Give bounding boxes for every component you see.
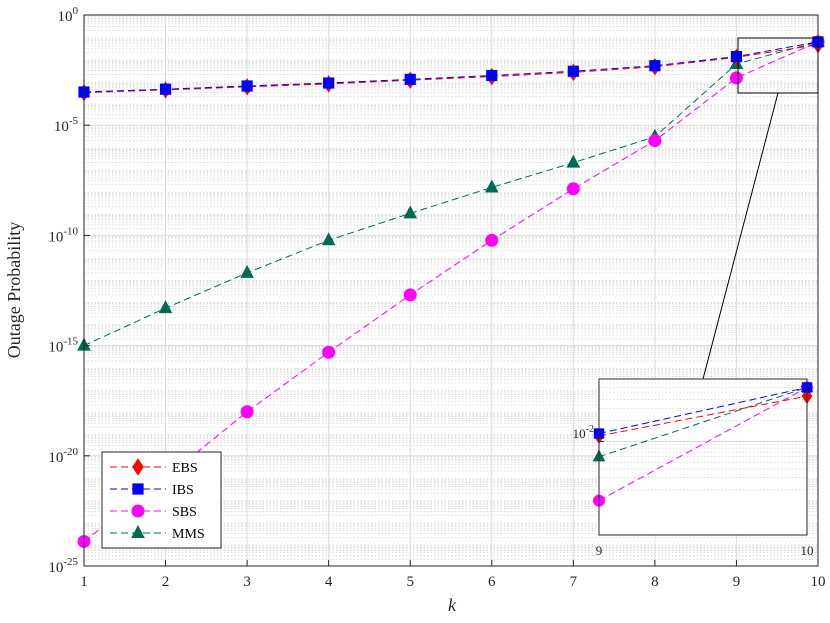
data-point-triangle [240,264,254,278]
data-point-square [486,69,498,82]
series-line [84,41,818,542]
data-point-triangle [158,300,173,314]
inset-x-tick: 10 [801,543,814,558]
y-tick-label: 10-15 [48,336,78,356]
x-tick-label: 1 [80,574,88,590]
data-point-square [159,83,172,95]
data-point-square [404,73,416,85]
x-tick-label: 4 [325,574,333,590]
data-point-triangle [131,525,145,538]
data-point-circle [648,134,662,148]
plot-area-border [83,14,819,567]
legend-item-sbs: SBS [110,504,197,520]
x-tick-label: 5 [406,574,414,590]
inset-border [598,378,808,536]
inset-background [599,379,807,535]
y-tick-label: 10-25 [48,556,78,576]
inset-x-tick: 9 [596,543,603,558]
series-line [84,41,818,347]
data-point-square [567,65,579,77]
series-line [84,41,818,93]
legend-label: IBS [172,483,194,498]
legend-item-ebs: EBS [110,458,198,476]
x-tick-label: 2 [162,574,170,590]
series-line [84,44,818,94]
legend-label: EBS [172,461,198,476]
data-point-triangle [484,179,499,193]
tick-labels: 1 2 3 4 5 6 7 8 9 10 10-25 10-20 10-15 10-10 10-5 100 [48,5,825,590]
y-tick-label: 10-5 [54,115,79,135]
x-tick-label: 9 [733,574,741,590]
legend-box [101,451,222,549]
y-tick-label: 100 [58,5,79,25]
data-point-circle [729,71,743,85]
data-point-circle [131,504,145,518]
x-axis-label: k [448,595,457,615]
data-point-triangle [566,154,581,168]
data-point-triangle [403,205,418,219]
series-line [598,387,808,502]
x-tick-label: 8 [651,574,659,590]
series-line [598,386,808,434]
data-point-square [323,77,335,89]
legend-item-mms: MMS [110,525,205,542]
data-point-circle [322,345,336,359]
inset-y-tick: 10-2 [573,424,594,441]
y-tick-label: 10-10 [48,225,78,245]
legend-label: MMS [172,527,205,542]
series-line [598,386,808,458]
x-tick-label: 3 [243,574,251,590]
legend-item-ibs: IBS [110,483,194,498]
x-tick-label: 7 [570,574,578,590]
data-point-diamond [132,458,144,476]
inset-zoom: 9 10 10-2 [573,378,814,558]
data-point-circle [485,233,499,247]
zoom-connector [702,92,779,380]
x-tick-label: 10 [811,574,826,590]
legend-label: SBS [172,505,197,520]
data-point-square [730,50,743,63]
data-point-square [649,60,661,72]
data-point-circle [403,288,417,302]
data-point-triangle [321,232,336,246]
legend: EBS IBS SBS MMS [101,451,222,549]
data-point-circle [240,405,254,419]
series-line [598,395,808,437]
y-tick-label: 10-20 [48,446,78,466]
y-axis-label: Outage Probability [4,222,24,358]
data-point-square [132,483,144,495]
data-point-square [241,80,253,92]
data-point-circle [566,182,580,196]
x-tick-label: 6 [488,574,496,590]
